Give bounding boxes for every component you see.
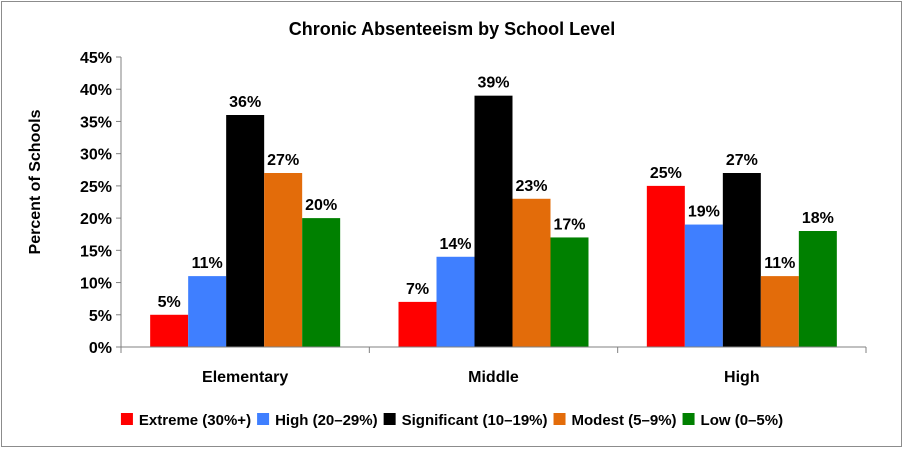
bar (798, 231, 837, 347)
y-tick-label: 15% (80, 243, 112, 260)
data-label: 27% (726, 152, 758, 169)
x-tick-label: Elementary (202, 369, 288, 386)
bar (646, 185, 685, 347)
bar (550, 237, 589, 347)
bar (512, 198, 551, 347)
bar (302, 218, 341, 347)
data-label: 5% (158, 294, 181, 311)
y-tick-label: 40% (80, 82, 112, 99)
bar (398, 301, 437, 347)
y-tick-label: 10% (80, 276, 112, 293)
data-label: 14% (439, 236, 471, 253)
bar (264, 173, 303, 347)
y-axis: 0% 5% 10% 15% 20% 25% 30% 35% 40% 45% (80, 50, 122, 357)
x-tick-label: High (724, 369, 760, 386)
data-label: 11% (192, 255, 223, 272)
bar (226, 115, 265, 347)
data-label: 27% (267, 152, 299, 169)
bar-series (150, 95, 837, 348)
bar (474, 95, 513, 348)
legend-label: Extreme (30%+) (139, 412, 251, 429)
y-tick-label: 20% (80, 211, 112, 228)
data-label: 36% (229, 94, 261, 111)
y-tick-label: 35% (80, 114, 112, 131)
x-tick-label: Middle (468, 369, 519, 386)
legend-swatch (120, 413, 133, 425)
data-label: 20% (305, 197, 337, 214)
legend-label: Modest (5–9%) (572, 412, 677, 429)
data-label: 17% (553, 216, 585, 233)
bar (188, 276, 227, 347)
legend-swatch (553, 413, 566, 425)
data-label: 11% (764, 255, 795, 272)
y-axis-title: Percent of Schools (27, 109, 44, 254)
x-axis: Elementary Middle High (120, 346, 867, 386)
y-tick-label: 0% (89, 340, 112, 357)
y-tick-label: 30% (80, 147, 112, 164)
legend-label: Low (0–5%) (701, 412, 784, 429)
legend-swatch (383, 413, 396, 425)
chart-title: Chronic Absenteeism by School Level (289, 19, 615, 39)
legend-label: High (20–29%) (275, 412, 378, 429)
data-label: 19% (688, 204, 720, 221)
data-label: 39% (477, 75, 509, 92)
legend: Extreme (30%+) High (20–29%) Significant (… (120, 412, 784, 429)
y-tick-label: 5% (89, 308, 112, 325)
data-label: 23% (515, 178, 547, 195)
bar (684, 224, 723, 347)
y-tick-label: 45% (80, 50, 112, 67)
bar (150, 314, 189, 347)
bar (436, 256, 475, 347)
data-label: 18% (802, 210, 834, 227)
data-label: 25% (650, 165, 682, 182)
y-tick-label: 25% (80, 179, 112, 196)
data-labels: 5% 11% 36% 27% 20% 7% 14% 39% 23% 17% 25% 19% 27% 11%… (158, 75, 834, 311)
legend-swatch (257, 413, 270, 425)
data-label: 7% (406, 281, 429, 298)
bar (722, 173, 761, 347)
legend-label: Significant (10–19%) (402, 412, 548, 429)
legend-swatch (682, 413, 695, 425)
bar (760, 276, 799, 347)
